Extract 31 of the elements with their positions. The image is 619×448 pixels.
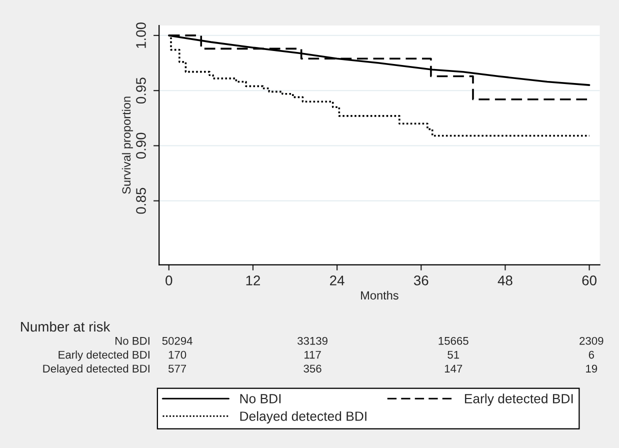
- y-axis-title: Survival proportion: [122, 96, 133, 194]
- text: 19: [586, 364, 598, 373]
- x-tick-label: 0: [166, 276, 172, 286]
- legend-label: No BDI: [240, 394, 281, 404]
- x-tick-label: 12: [246, 276, 260, 286]
- x-tick-label: 24: [330, 276, 344, 286]
- text: 50294: [162, 336, 192, 345]
- legend-label: Early detected BDI: [464, 394, 573, 406]
- text: Delayed detected BDI: [43, 364, 150, 375]
- text: 356: [304, 364, 322, 373]
- text: 577: [168, 364, 186, 373]
- x-tick-label: 48: [498, 276, 512, 286]
- text: 2309: [580, 336, 604, 345]
- x-tick-label: 60: [582, 276, 596, 286]
- y-tick-label: 0.95: [136, 78, 146, 104]
- text: 147: [444, 364, 462, 372]
- y-tick-label: 0.90: [136, 132, 146, 159]
- text: 15665: [438, 336, 468, 345]
- text: 117: [304, 350, 321, 359]
- x-axis-title: Months: [361, 290, 398, 300]
- text: Early detected BDI: [58, 350, 150, 361]
- y-tick-label: 1.00: [136, 22, 146, 48]
- text: 33139: [298, 336, 328, 345]
- text: Number at risk: [21, 321, 110, 332]
- x-tick-label: 36: [414, 276, 428, 286]
- legend-label: Delayed detected BDI: [240, 411, 366, 424]
- y-tick-label: 0.85: [136, 188, 146, 214]
- text: 170: [168, 350, 186, 359]
- text: No BDI: [116, 337, 150, 345]
- text: 6: [588, 350, 594, 359]
- text: 51: [448, 350, 460, 359]
